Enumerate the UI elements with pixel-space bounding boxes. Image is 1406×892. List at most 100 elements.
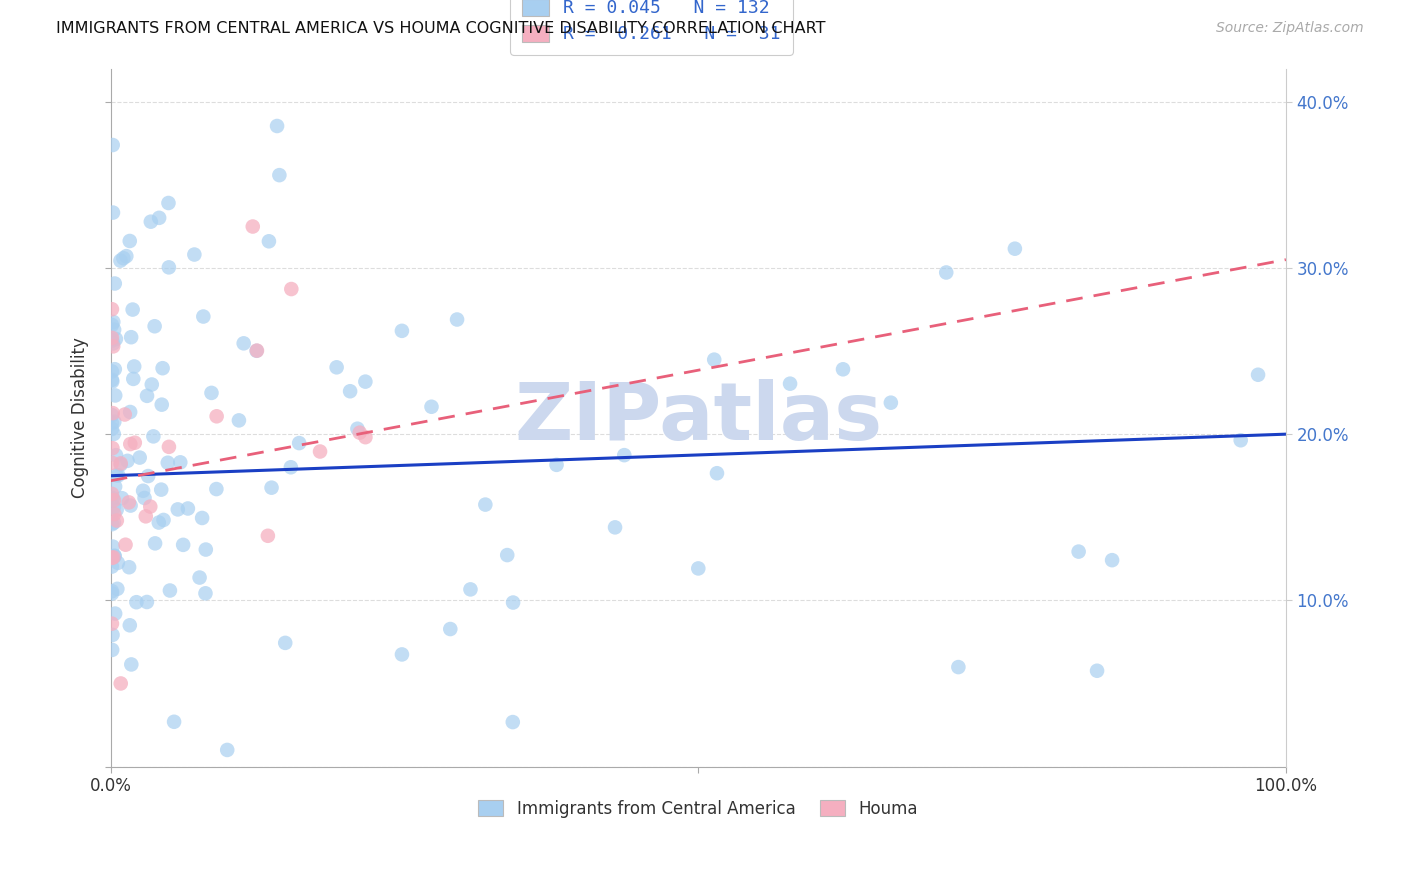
Point	[339, 384, 361, 399]
Point	[172, 538, 194, 552]
Point	[101, 406, 124, 420]
Point	[832, 362, 855, 376]
Point	[105, 448, 128, 462]
Point	[191, 511, 214, 525]
Point	[420, 400, 443, 414]
Point	[101, 517, 124, 532]
Legend: Immigrants from Central America, Houma: Immigrants from Central America, Houma	[471, 793, 925, 824]
Point	[200, 385, 222, 400]
Point	[246, 343, 269, 358]
Point	[245, 343, 267, 358]
Point	[188, 570, 211, 584]
Point	[688, 561, 710, 575]
Point	[120, 405, 142, 419]
Point	[110, 456, 132, 470]
Point	[166, 502, 188, 516]
Point	[101, 302, 124, 317]
Point	[391, 324, 413, 338]
Point	[101, 138, 124, 153]
Point	[474, 498, 496, 512]
Point	[150, 398, 173, 412]
Point	[107, 556, 129, 570]
Point	[120, 499, 142, 513]
Point	[134, 491, 156, 505]
Point	[194, 542, 217, 557]
Point	[136, 389, 159, 403]
Point	[101, 643, 124, 657]
Point	[101, 416, 124, 430]
Point	[118, 560, 141, 574]
Point	[103, 516, 125, 530]
Point	[135, 595, 157, 609]
Point	[124, 435, 146, 450]
Point	[157, 196, 180, 211]
Text: IMMIGRANTS FROM CENTRAL AMERICA VS HOUMA COGNITIVE DISABILITY CORRELATION CHART: IMMIGRANTS FROM CENTRAL AMERICA VS HOUMA…	[56, 21, 825, 37]
Point	[103, 500, 125, 514]
Point	[613, 448, 636, 462]
Point	[101, 456, 124, 470]
Point	[269, 168, 291, 182]
Point	[309, 444, 332, 458]
Point	[880, 395, 903, 409]
Point	[110, 253, 132, 268]
Point	[101, 375, 124, 389]
Point	[118, 618, 141, 632]
Point	[143, 536, 166, 550]
Point	[101, 334, 124, 348]
Point	[101, 441, 124, 455]
Point	[101, 336, 124, 351]
Point	[1067, 544, 1090, 558]
Point	[120, 437, 142, 451]
Point	[157, 440, 180, 454]
Point	[194, 586, 217, 600]
Point	[159, 583, 181, 598]
Point	[143, 319, 166, 334]
Point	[104, 388, 127, 402]
Point	[139, 215, 162, 229]
Point	[152, 513, 174, 527]
Point	[183, 247, 205, 261]
Point	[157, 260, 180, 275]
Point	[779, 376, 801, 391]
Point	[105, 468, 128, 483]
Point	[948, 660, 970, 674]
Point	[103, 493, 125, 508]
Point	[346, 422, 368, 436]
Point	[439, 622, 461, 636]
Point	[120, 330, 142, 344]
Point	[104, 480, 127, 494]
Point	[117, 454, 139, 468]
Y-axis label: Cognitive Disability: Cognitive Disability	[72, 337, 89, 498]
Point	[103, 415, 125, 429]
Point	[142, 429, 165, 443]
Point	[193, 310, 215, 324]
Point	[101, 205, 124, 219]
Point	[110, 676, 132, 690]
Point	[103, 549, 125, 563]
Point	[446, 312, 468, 326]
Point	[101, 550, 124, 565]
Point	[103, 323, 125, 337]
Point	[101, 373, 124, 387]
Point	[257, 529, 280, 543]
Point	[232, 336, 254, 351]
Point	[325, 360, 347, 375]
Point	[163, 714, 186, 729]
Point	[104, 332, 127, 346]
Point	[112, 251, 135, 265]
Point	[103, 550, 125, 565]
Point	[502, 714, 524, 729]
Point	[101, 318, 124, 332]
Point	[111, 491, 134, 506]
Point	[391, 648, 413, 662]
Point	[136, 469, 159, 483]
Point	[103, 315, 125, 329]
Point	[114, 408, 136, 422]
Point	[103, 507, 125, 521]
Point	[141, 377, 163, 392]
Point	[103, 549, 125, 564]
Point	[228, 413, 250, 427]
Text: ZIPatlas: ZIPatlas	[515, 378, 883, 457]
Point	[120, 657, 142, 672]
Point	[546, 458, 568, 472]
